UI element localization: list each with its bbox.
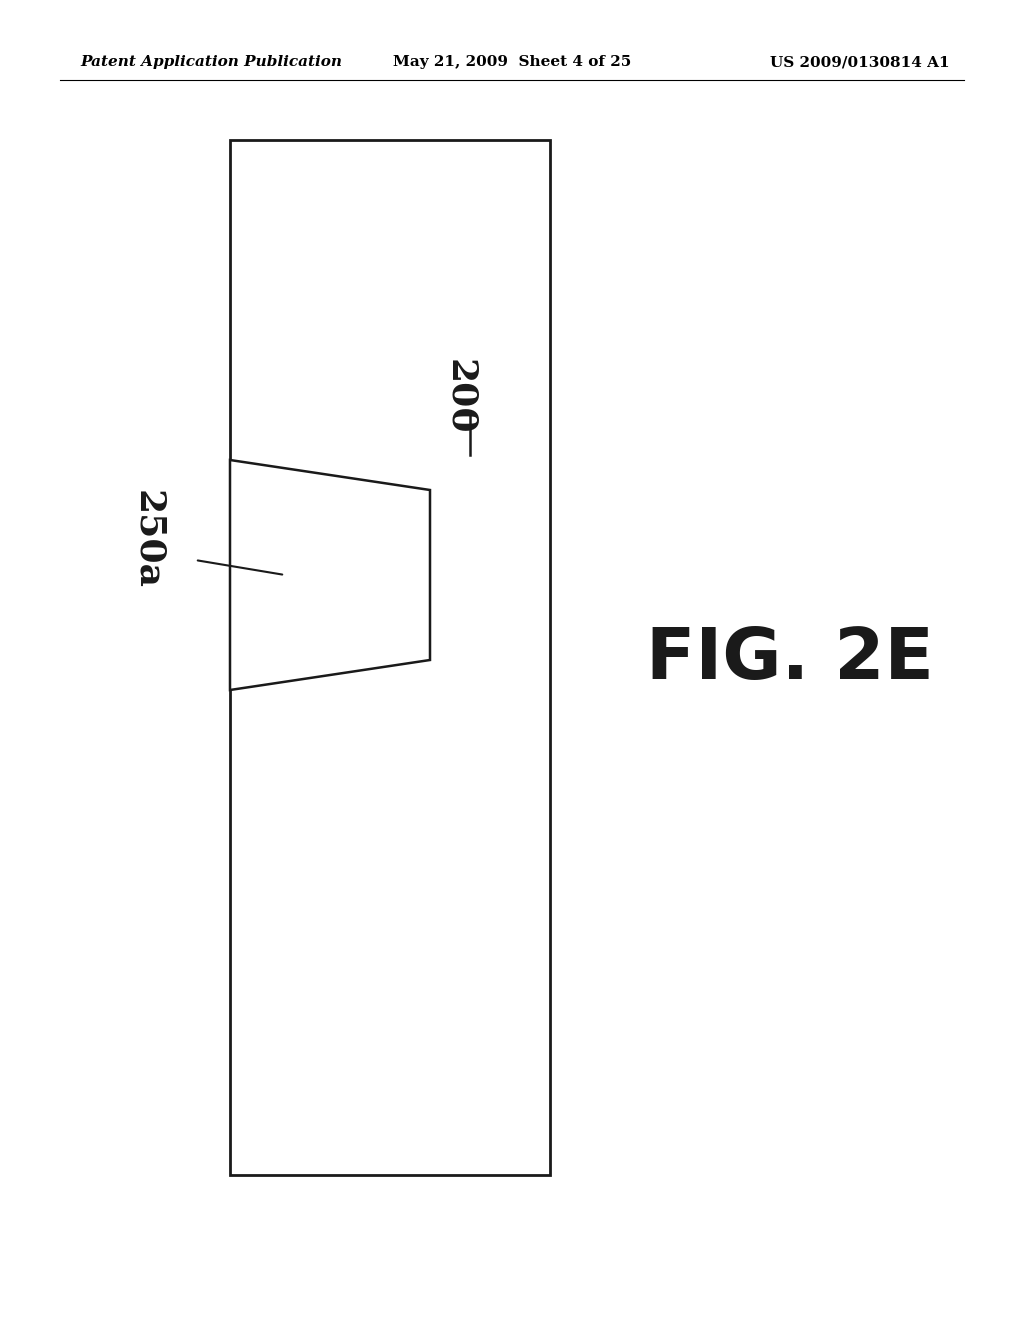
Text: 200: 200 [443,359,477,436]
Text: Patent Application Publication: Patent Application Publication [80,55,342,69]
Polygon shape [230,459,430,690]
Bar [230,140,550,1175]
Text: US 2009/0130814 A1: US 2009/0130814 A1 [770,55,950,69]
Text: May 21, 2009  Sheet 4 of 25: May 21, 2009 Sheet 4 of 25 [393,55,631,69]
Text: FIG. 2E: FIG. 2E [646,626,934,694]
Text: 250a: 250a [131,491,165,590]
